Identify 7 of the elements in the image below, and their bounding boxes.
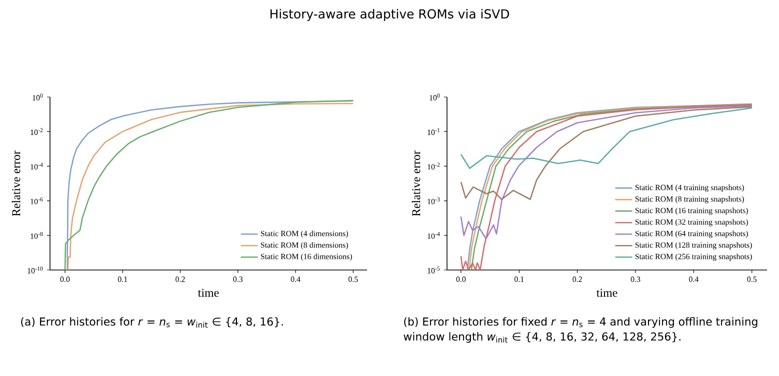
x-axis-title: time xyxy=(596,288,618,297)
text: (a) Error histories for r = n$_{s}$ = w$_{init}$ ∈ {4, 8, 16}. xyxy=(21,317,283,328)
x-axis-title: time xyxy=(198,288,219,297)
text: (b) Error histories for fixed r = n$_{s}$ = 4 and varying offline training window length w$_{init}$ ∈ {4, 8, 16, 32, 64, 128, 256}. xyxy=(404,317,758,343)
chart-title: History-aware adaptive ROMs via iSVD xyxy=(270,8,510,22)
y-axis-title: Relative error xyxy=(412,150,420,216)
y-axis-title: Relative error xyxy=(12,150,20,216)
